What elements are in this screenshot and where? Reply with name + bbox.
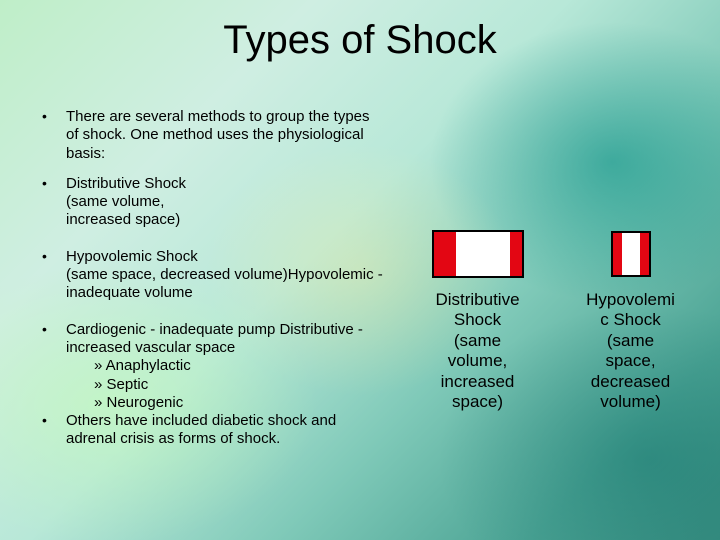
bullet-icon: • [42, 412, 66, 449]
bullet-text: Others have included diabetic shock and … [66, 412, 384, 449]
bullet-sub-text: » Anaphylactic [66, 357, 384, 375]
bullet-sub-text: » Septic [66, 376, 384, 394]
list-item: • Cardiogenic - inadequate pump Distribu… [42, 321, 384, 358]
fluid-left [434, 232, 456, 276]
slide-title: Types of Shock [0, 18, 720, 63]
fluid-left [613, 233, 622, 275]
bullet-list: • There are several methods to group the… [42, 108, 384, 461]
diagram-caption: DistributiveShock(samevolume,increasedsp… [410, 290, 545, 412]
list-item: • There are several methods to group the… [42, 108, 384, 163]
list-sub-item: » Neurogenic [42, 394, 384, 412]
bullet-icon: • [42, 175, 66, 230]
bullet-icon: • [42, 248, 66, 303]
diagram-hypovolemic: Hypovolemic Shock(samespace,decreasedvol… [563, 230, 698, 412]
bullet-text: Cardiogenic - inadequate pump Distributi… [66, 321, 384, 358]
container-box [611, 231, 651, 277]
list-item: • Others have included diabetic shock an… [42, 412, 384, 449]
bullet-icon: • [42, 321, 66, 358]
diagram-caption: Hypovolemic Shock(samespace,decreasedvol… [563, 290, 698, 412]
list-item: • Distributive Shock(same volume,increas… [42, 175, 384, 230]
bullet-icon: • [42, 108, 66, 163]
diagram-distributive: DistributiveShock(samevolume,increasedsp… [410, 230, 545, 412]
container-box [432, 230, 524, 278]
diagram-panel: DistributiveShock(samevolume,increasedsp… [410, 230, 700, 412]
bullet-text: Distributive Shock(same volume,increased… [66, 175, 384, 230]
fluid-right [510, 232, 522, 276]
fluid-right [640, 233, 649, 275]
bullet-sub-text: » Neurogenic [66, 394, 384, 412]
list-sub-item: » Anaphylactic [42, 357, 384, 375]
slide: Types of Shock • There are several metho… [0, 0, 720, 540]
bullet-text: Hypovolemic Shock(same space, decreased … [66, 248, 384, 303]
list-sub-item: » Septic [42, 376, 384, 394]
diagram-box [611, 230, 651, 278]
diagram-box [432, 230, 524, 278]
list-item: • Hypovolemic Shock(same space, decrease… [42, 248, 384, 303]
bullet-text: There are several methods to group the t… [66, 108, 384, 163]
